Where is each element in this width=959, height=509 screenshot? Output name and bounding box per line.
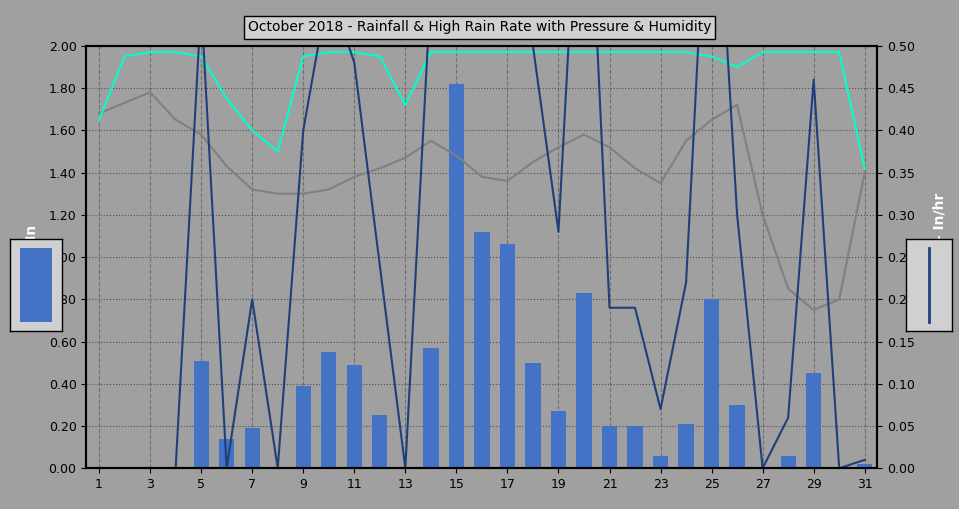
Bar [576,293,592,468]
Bar [781,456,796,468]
Bar [475,232,489,468]
Bar [321,352,337,468]
Bar [550,411,566,468]
Bar [627,426,643,468]
Bar [653,456,668,468]
Bar [372,415,387,468]
Bar [295,386,311,468]
Bar [194,360,209,468]
Bar [500,244,515,468]
Bar [602,426,618,468]
Text: October 2018 - Rainfall & High Rain Rate with Pressure & Humidity: October 2018 - Rainfall & High Rain Rate… [247,20,712,35]
Bar [704,299,719,468]
Bar [526,363,541,468]
Bar [245,428,260,468]
Bar [346,365,362,468]
Bar [20,248,52,322]
Bar [806,373,821,468]
Bar [730,405,745,468]
Bar [219,439,234,468]
Bar [678,424,693,468]
Bar [857,464,873,468]
Y-axis label: Rain - In: Rain - In [25,224,39,290]
Y-axis label: Rain Rate - In/hr: Rain Rate - In/hr [933,193,947,321]
Bar [423,348,438,468]
Bar [449,84,464,468]
